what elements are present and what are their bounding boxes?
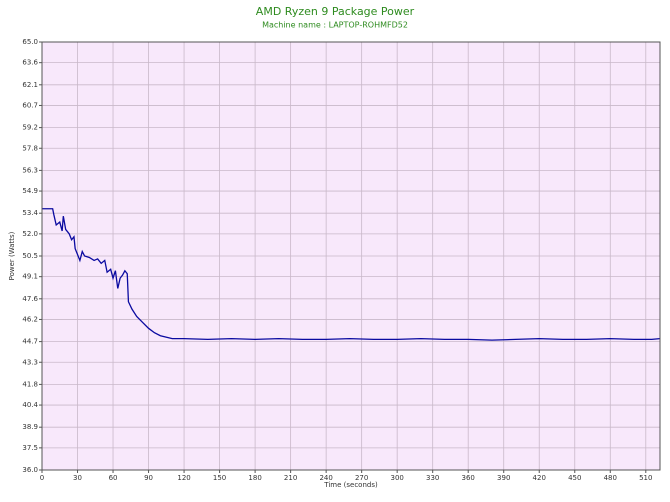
y-tick-label: 46.2 [22,315,38,323]
y-tick-label: 40.4 [22,401,38,409]
y-tick-label: 65.0 [22,38,38,46]
x-tick-label: 240 [319,474,332,482]
data-line [42,208,661,341]
x-tick-label: 270 [355,474,368,482]
y-tick-label: 56.3 [22,166,38,174]
x-tick-label: 390 [497,474,510,482]
y-tick-label: 63.6 [22,59,38,67]
y-axis-label: Power (Watts) [8,231,16,280]
y-tick-label: 62.1 [22,81,38,89]
x-tick-label: 420 [533,474,546,482]
y-tick-label: 44.7 [22,338,38,346]
x-tick-label: 30 [73,474,82,482]
y-tick-label: 53.4 [22,209,38,217]
x-tick-label: 120 [177,474,190,482]
x-tick-label: 0 [40,474,44,482]
y-tick-label: 50.5 [22,252,38,260]
x-tick-label: 300 [390,474,403,482]
x-tick-label: 480 [604,474,617,482]
x-tick-label: 330 [426,474,439,482]
x-tick-label: 450 [568,474,581,482]
y-tick-label: 43.3 [22,358,38,366]
x-tick-label: 360 [462,474,475,482]
y-tick-label: 52.0 [22,230,38,238]
y-tick-label: 57.8 [22,144,38,152]
x-tick-label: 180 [248,474,261,482]
plot-border [41,41,661,471]
x-tick-label: 210 [284,474,297,482]
y-tick-label: 54.9 [22,187,38,195]
y-tick-label: 47.6 [22,295,38,303]
x-tick-label: 510 [639,474,652,482]
chart-subtitle: Machine name : LAPTOP-ROHMFD52 [262,21,408,30]
y-tick-label: 37.5 [22,444,38,452]
chart-title: AMD Ryzen 9 Package Power [256,5,415,18]
y-tick-label: 36.0 [22,466,38,474]
x-axis-label: Time (seconds) [323,481,378,489]
x-tick-label: 150 [213,474,226,482]
y-tick-label: 59.2 [22,124,38,132]
x-tick-label: 90 [144,474,153,482]
y-tick-label: 38.9 [22,423,38,431]
y-tick-label: 49.1 [22,273,38,281]
y-tick-label: 60.7 [22,101,38,109]
y-tick-label: 41.8 [22,380,38,388]
x-tick-label: 60 [109,474,118,482]
